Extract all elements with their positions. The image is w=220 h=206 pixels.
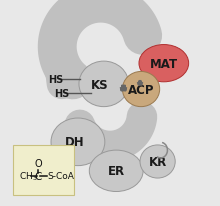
Text: MAT: MAT bbox=[150, 57, 178, 70]
Text: CH$_3$: CH$_3$ bbox=[19, 170, 38, 182]
Ellipse shape bbox=[140, 145, 175, 178]
Text: KR: KR bbox=[148, 155, 167, 168]
FancyBboxPatch shape bbox=[13, 145, 74, 195]
Text: HS: HS bbox=[54, 89, 70, 99]
Ellipse shape bbox=[89, 150, 143, 192]
Text: KS: KS bbox=[91, 79, 108, 92]
Ellipse shape bbox=[139, 45, 189, 82]
Text: HS: HS bbox=[49, 74, 64, 84]
Ellipse shape bbox=[79, 62, 129, 107]
Text: DH: DH bbox=[65, 136, 85, 149]
Ellipse shape bbox=[122, 72, 160, 107]
Text: ACP: ACP bbox=[128, 84, 154, 97]
Ellipse shape bbox=[51, 118, 105, 166]
Text: O: O bbox=[34, 159, 42, 169]
Text: C: C bbox=[34, 171, 42, 181]
Text: S-CoA: S-CoA bbox=[48, 172, 74, 181]
Text: ER: ER bbox=[108, 165, 125, 177]
